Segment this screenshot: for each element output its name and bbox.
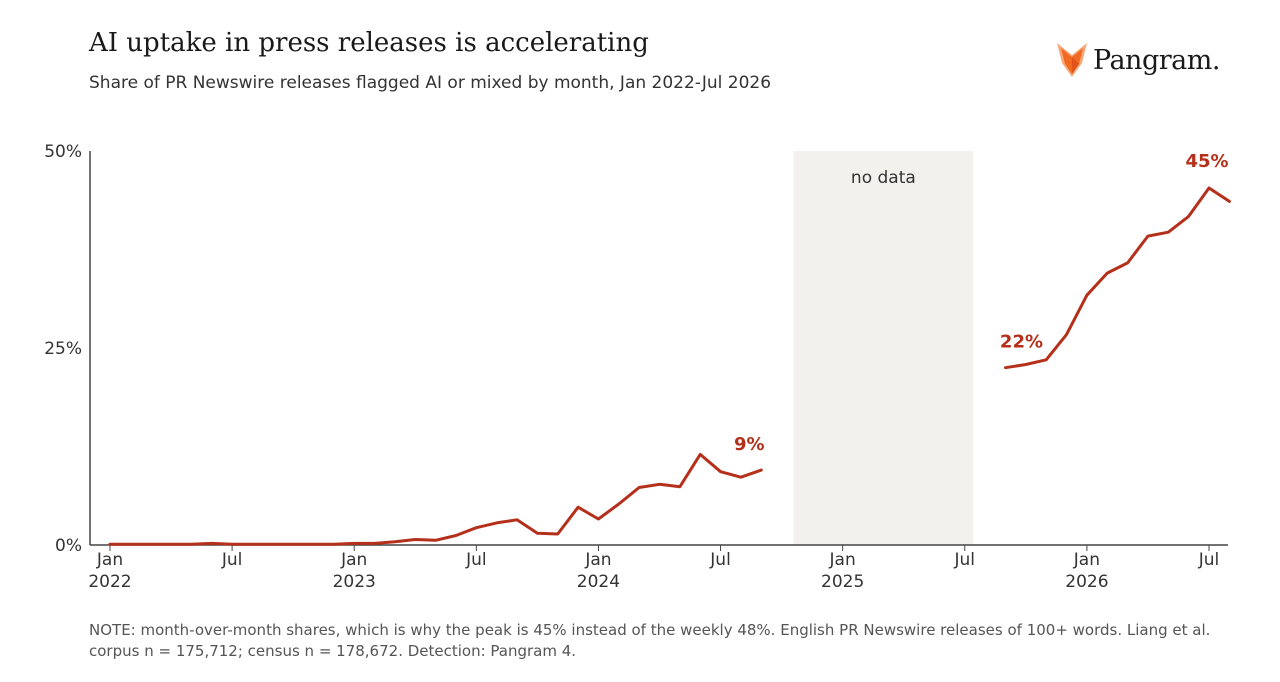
x-tick-label: Jul [221,550,243,570]
chart-title: AI uptake in press releases is accelerat… [89,28,649,58]
x-tick-label: Jan [1073,550,1100,570]
x-tick-year-label: 2026 [1065,572,1108,592]
brand-name: Pangram. [1093,44,1220,76]
series-line [108,452,763,546]
no-data-label: no data [851,168,916,188]
x-tick-label: Jul [465,550,487,570]
series-line [1004,186,1231,370]
chart-subtitle: Share of PR Newswire releases flagged AI… [89,73,772,93]
x-tick-year-label: 2023 [333,572,376,592]
x-tick-label: Jan [829,550,856,570]
data-label: 22% [1000,332,1043,353]
no-data-region [793,151,974,545]
x-tick-year-label: 2024 [577,572,620,592]
x-tick-label: Jul [1198,550,1220,570]
data-label: 9% [734,434,765,455]
brand-logo: Pangram. [1055,40,1220,80]
y-tick-label: 0% [55,536,82,556]
fox-logo-icon [1057,43,1087,77]
data-label: 45% [1185,151,1228,172]
x-tick-label: Jan [96,550,123,570]
y-tick-label: 50% [44,142,82,162]
x-tick-label: Jan [340,550,367,570]
chart-note: NOTE: month-over-month shares, which is … [89,621,1211,660]
y-tick-label: 25% [44,339,82,359]
x-tick-label: Jul [709,550,731,570]
x-tick-year-label: 2022 [88,572,131,592]
x-tick-label: Jan [584,550,611,570]
x-tick-year-label: 2025 [821,572,864,592]
x-tick-label: Jul [954,550,976,570]
